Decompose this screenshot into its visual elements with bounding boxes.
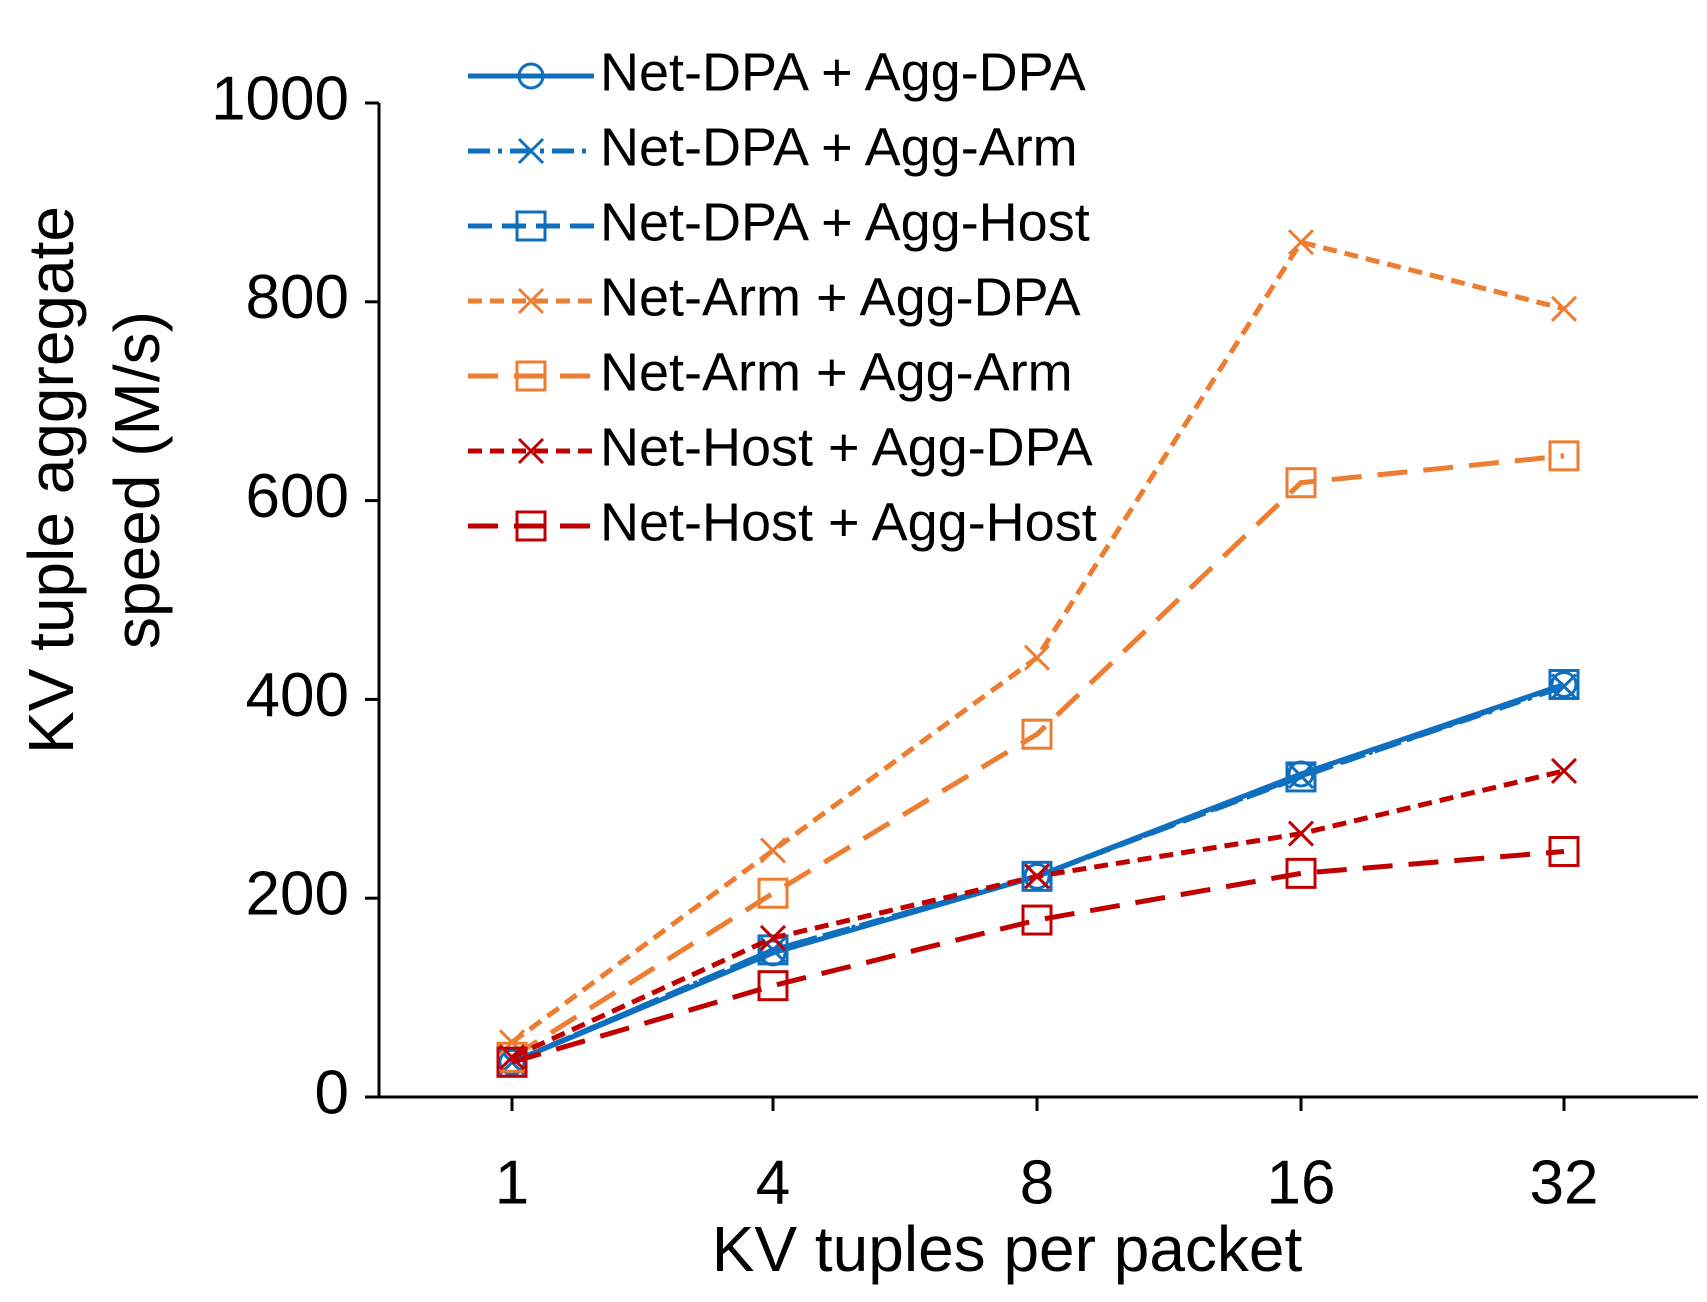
marker	[1548, 440, 1580, 472]
legend-marker	[517, 62, 545, 90]
marker	[759, 837, 787, 864]
y-tick-label: 600	[246, 462, 349, 531]
marker	[757, 877, 789, 909]
y-tick-label: 1000	[211, 64, 349, 133]
marker	[496, 1046, 528, 1078]
legend-label: Net-Arm + Agg-Arm	[600, 342, 1073, 402]
legend-label: Net-Host + Agg-DPA	[600, 417, 1093, 477]
marker	[1548, 835, 1580, 867]
x-tick-label: 1	[495, 1148, 529, 1217]
legend-label: Net-DPA + Agg-DPA	[600, 42, 1086, 102]
marker	[1550, 757, 1578, 785]
marker	[1285, 761, 1317, 793]
marker	[1023, 863, 1051, 890]
y-tick-label: 800	[246, 263, 349, 332]
marker	[1023, 862, 1051, 890]
y-axis-label-line: speed (M/s)	[101, 311, 173, 649]
marker	[1548, 668, 1580, 700]
x-axis-label: KV tuples per packet	[712, 1213, 1303, 1285]
legend-marker	[517, 137, 545, 165]
marker	[498, 1048, 526, 1076]
legend-marker	[517, 437, 545, 465]
y-axis-label: KV tuple aggregate	[15, 206, 87, 754]
legend-marker	[517, 287, 545, 315]
marker	[1550, 670, 1578, 698]
y-tick-label: 400	[246, 661, 349, 730]
marker	[1021, 860, 1053, 892]
legend-marker	[515, 510, 547, 542]
marker	[1287, 229, 1315, 256]
y-axis-label: speed (M/s)	[101, 311, 173, 649]
x-tick-label: 16	[1267, 1148, 1336, 1217]
legend-label: Net-Host + Agg-Host	[600, 492, 1097, 552]
marker	[1287, 820, 1315, 847]
y-tick-label: 200	[246, 860, 349, 929]
y-tick-label: 0	[315, 1058, 349, 1127]
series-line	[511, 848, 1565, 1065]
marker	[759, 924, 787, 952]
marker	[1550, 295, 1578, 322]
marker	[1285, 467, 1317, 499]
y-axis-label-line: KV tuple aggregate	[15, 206, 87, 754]
legend-marker	[515, 210, 547, 242]
x-tick-label: 4	[756, 1148, 790, 1217]
marker	[1550, 673, 1578, 700]
legend-marker	[515, 360, 547, 392]
legend-label: Net-DPA + Agg-Arm	[600, 117, 1078, 177]
legend-label: Net-DPA + Agg-Host	[600, 192, 1090, 252]
marker	[1285, 857, 1317, 889]
marker	[1021, 904, 1053, 936]
marker	[1287, 762, 1315, 789]
legend-label: Net-Arm + Agg-DPA	[600, 267, 1081, 327]
x-tick-label: 8	[1020, 1148, 1054, 1217]
marker	[1023, 644, 1051, 671]
x-tick-label: 32	[1530, 1148, 1599, 1217]
marker	[757, 970, 789, 1002]
marker	[1021, 718, 1053, 750]
series-line	[510, 453, 1565, 1060]
